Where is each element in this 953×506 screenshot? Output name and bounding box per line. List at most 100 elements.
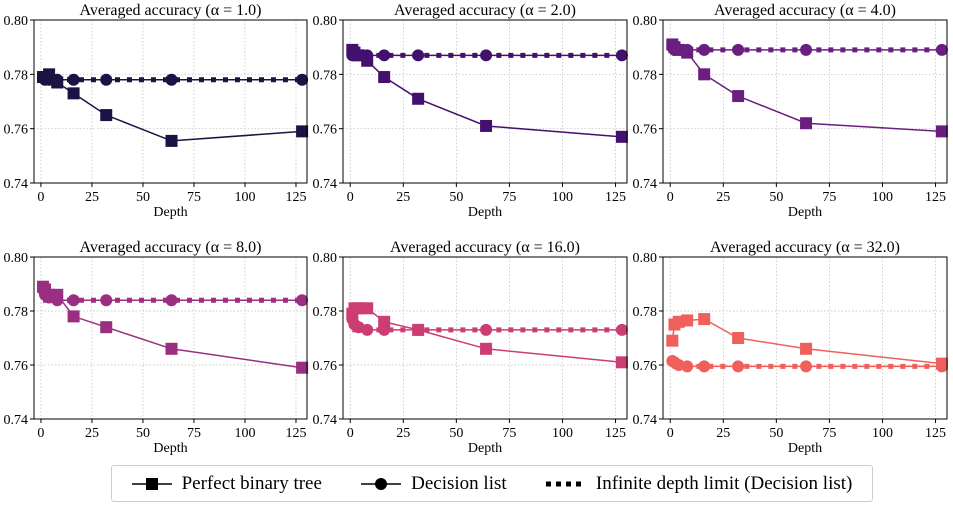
tree-point: [67, 310, 80, 323]
y-tick-label: 0.76: [633, 359, 658, 374]
tree-point: [100, 109, 113, 122]
decision-list-point: [480, 323, 493, 336]
axes-frame: [342, 256, 628, 420]
x-tick-label: 75: [187, 426, 201, 441]
x-tick-label: 100: [872, 190, 893, 205]
y-tick-label: 0.80: [313, 14, 338, 29]
subplot-title: Averaged accuracy (α = 1.0): [80, 2, 262, 19]
tree-point: [165, 134, 178, 147]
x-tick-label: 75: [502, 426, 516, 441]
x-tick-label: 0: [667, 426, 674, 441]
tree-point: [666, 334, 679, 347]
decision-list-point: [800, 43, 813, 56]
y-tick-label: 0.74: [4, 413, 29, 428]
x-tick-label: 125: [925, 190, 946, 205]
decision-list-point: [480, 49, 493, 62]
x-tick-label: 100: [552, 426, 573, 441]
subplot: 0 25 50 75 100 125 0.74 0.76 0.78 0.80 Averaged ac…: [4, 2, 309, 220]
tree-point: [800, 117, 813, 130]
tree-point: [412, 92, 425, 105]
y-tick-label: 0.76: [4, 359, 29, 374]
y-tick-label: 0.78: [313, 68, 338, 83]
decision-list-point: [681, 360, 694, 373]
tree-point: [361, 54, 374, 67]
x-tick-label: 25: [716, 426, 730, 441]
decision-list-point: [378, 49, 391, 62]
square-marker-icon: [131, 477, 172, 490]
decision-list-point: [615, 49, 628, 62]
legend-label: Perfect binary tree: [181, 472, 322, 494]
decision-list-point: [67, 73, 80, 86]
subplot: 0 25 50 75 100 125 0.74 0.76 0.78 0.80 Averaged ac…: [4, 239, 309, 456]
tree-point: [480, 119, 493, 132]
subplot-title: Averaged accuracy (α = 32.0): [710, 239, 900, 256]
decision-list-point: [100, 73, 113, 86]
x-tick-label: 0: [37, 426, 44, 441]
x-tick-label: 100: [234, 426, 255, 441]
subplot: 0 25 50 75 100 125 0.74 0.76 0.78 0.80 Averaged ac…: [633, 2, 948, 220]
tree-point: [615, 130, 628, 143]
decision-list-point: [67, 294, 80, 307]
decision-list-point: [361, 323, 374, 336]
tree-point: [615, 356, 628, 369]
tree-point: [378, 71, 391, 84]
y-tick-label: 0.74: [633, 177, 658, 192]
x-tick-label: 125: [605, 190, 626, 205]
x-tick-label: 75: [502, 190, 516, 205]
decision-list-point: [732, 360, 745, 373]
y-tick-label: 0.74: [313, 177, 338, 192]
decision-list-point: [412, 49, 425, 62]
subplot-title: Averaged accuracy (α = 8.0): [80, 239, 262, 256]
decision-list-point: [165, 294, 178, 307]
decision-list-point: [935, 43, 948, 56]
x-tick-label: 50: [449, 190, 463, 205]
tree-point: [296, 125, 309, 138]
tree-point: [681, 314, 694, 327]
tree-point: [165, 342, 178, 355]
tree-point: [296, 361, 309, 374]
tree-point: [732, 90, 745, 103]
legend-item-tree: Perfect binary tree: [131, 472, 322, 495]
x-tick-label: 25: [85, 190, 99, 205]
x-tick-label: 75: [822, 426, 836, 441]
legend-item-infinite-limit: Infinite depth limit (Decision list): [545, 472, 853, 495]
y-tick-label: 0.80: [4, 14, 29, 29]
x-tick-label: 50: [449, 426, 463, 441]
x-tick-label: 125: [605, 426, 626, 441]
y-tick-label: 0.80: [633, 251, 658, 266]
y-tick-label: 0.76: [313, 123, 338, 138]
tree-point: [378, 315, 391, 328]
dotted-line-icon: [545, 481, 586, 486]
legend-label: Infinite depth limit (Decision list): [595, 472, 853, 494]
tree-point: [698, 313, 711, 326]
y-tick-label: 0.76: [313, 359, 338, 374]
x-tick-label: 100: [552, 190, 573, 205]
decision-list-point: [296, 294, 309, 307]
x-tick-label: 25: [716, 190, 730, 205]
x-axis-label: Depth: [788, 205, 822, 220]
decision-list-point: [100, 294, 113, 307]
x-tick-label: 100: [234, 190, 255, 205]
tree-point: [698, 68, 711, 81]
x-axis-label: Depth: [468, 205, 502, 220]
tree-point: [732, 332, 745, 344]
axes-frame: [662, 19, 948, 184]
y-tick-label: 0.78: [4, 305, 29, 320]
x-axis-label: Depth: [788, 441, 822, 456]
x-axis-label: Depth: [153, 441, 187, 456]
decision-list-point: [296, 73, 309, 86]
y-tick-label: 0.74: [633, 413, 658, 428]
y-tick-label: 0.76: [633, 123, 658, 138]
x-tick-label: 25: [85, 426, 99, 441]
decision-list-point: [698, 360, 711, 373]
x-tick-label: 25: [396, 190, 410, 205]
x-tick-label: 125: [285, 426, 306, 441]
x-tick-label: 50: [769, 190, 783, 205]
tree-point: [100, 321, 113, 334]
subplot: 0 25 50 75 100 125 0.74 0.76 0.78 0.80 Averaged ac…: [313, 239, 628, 456]
axes-frame: [33, 19, 308, 184]
y-tick-label: 0.74: [313, 413, 338, 428]
y-tick-label: 0.80: [4, 251, 29, 266]
tree-point: [681, 46, 694, 59]
